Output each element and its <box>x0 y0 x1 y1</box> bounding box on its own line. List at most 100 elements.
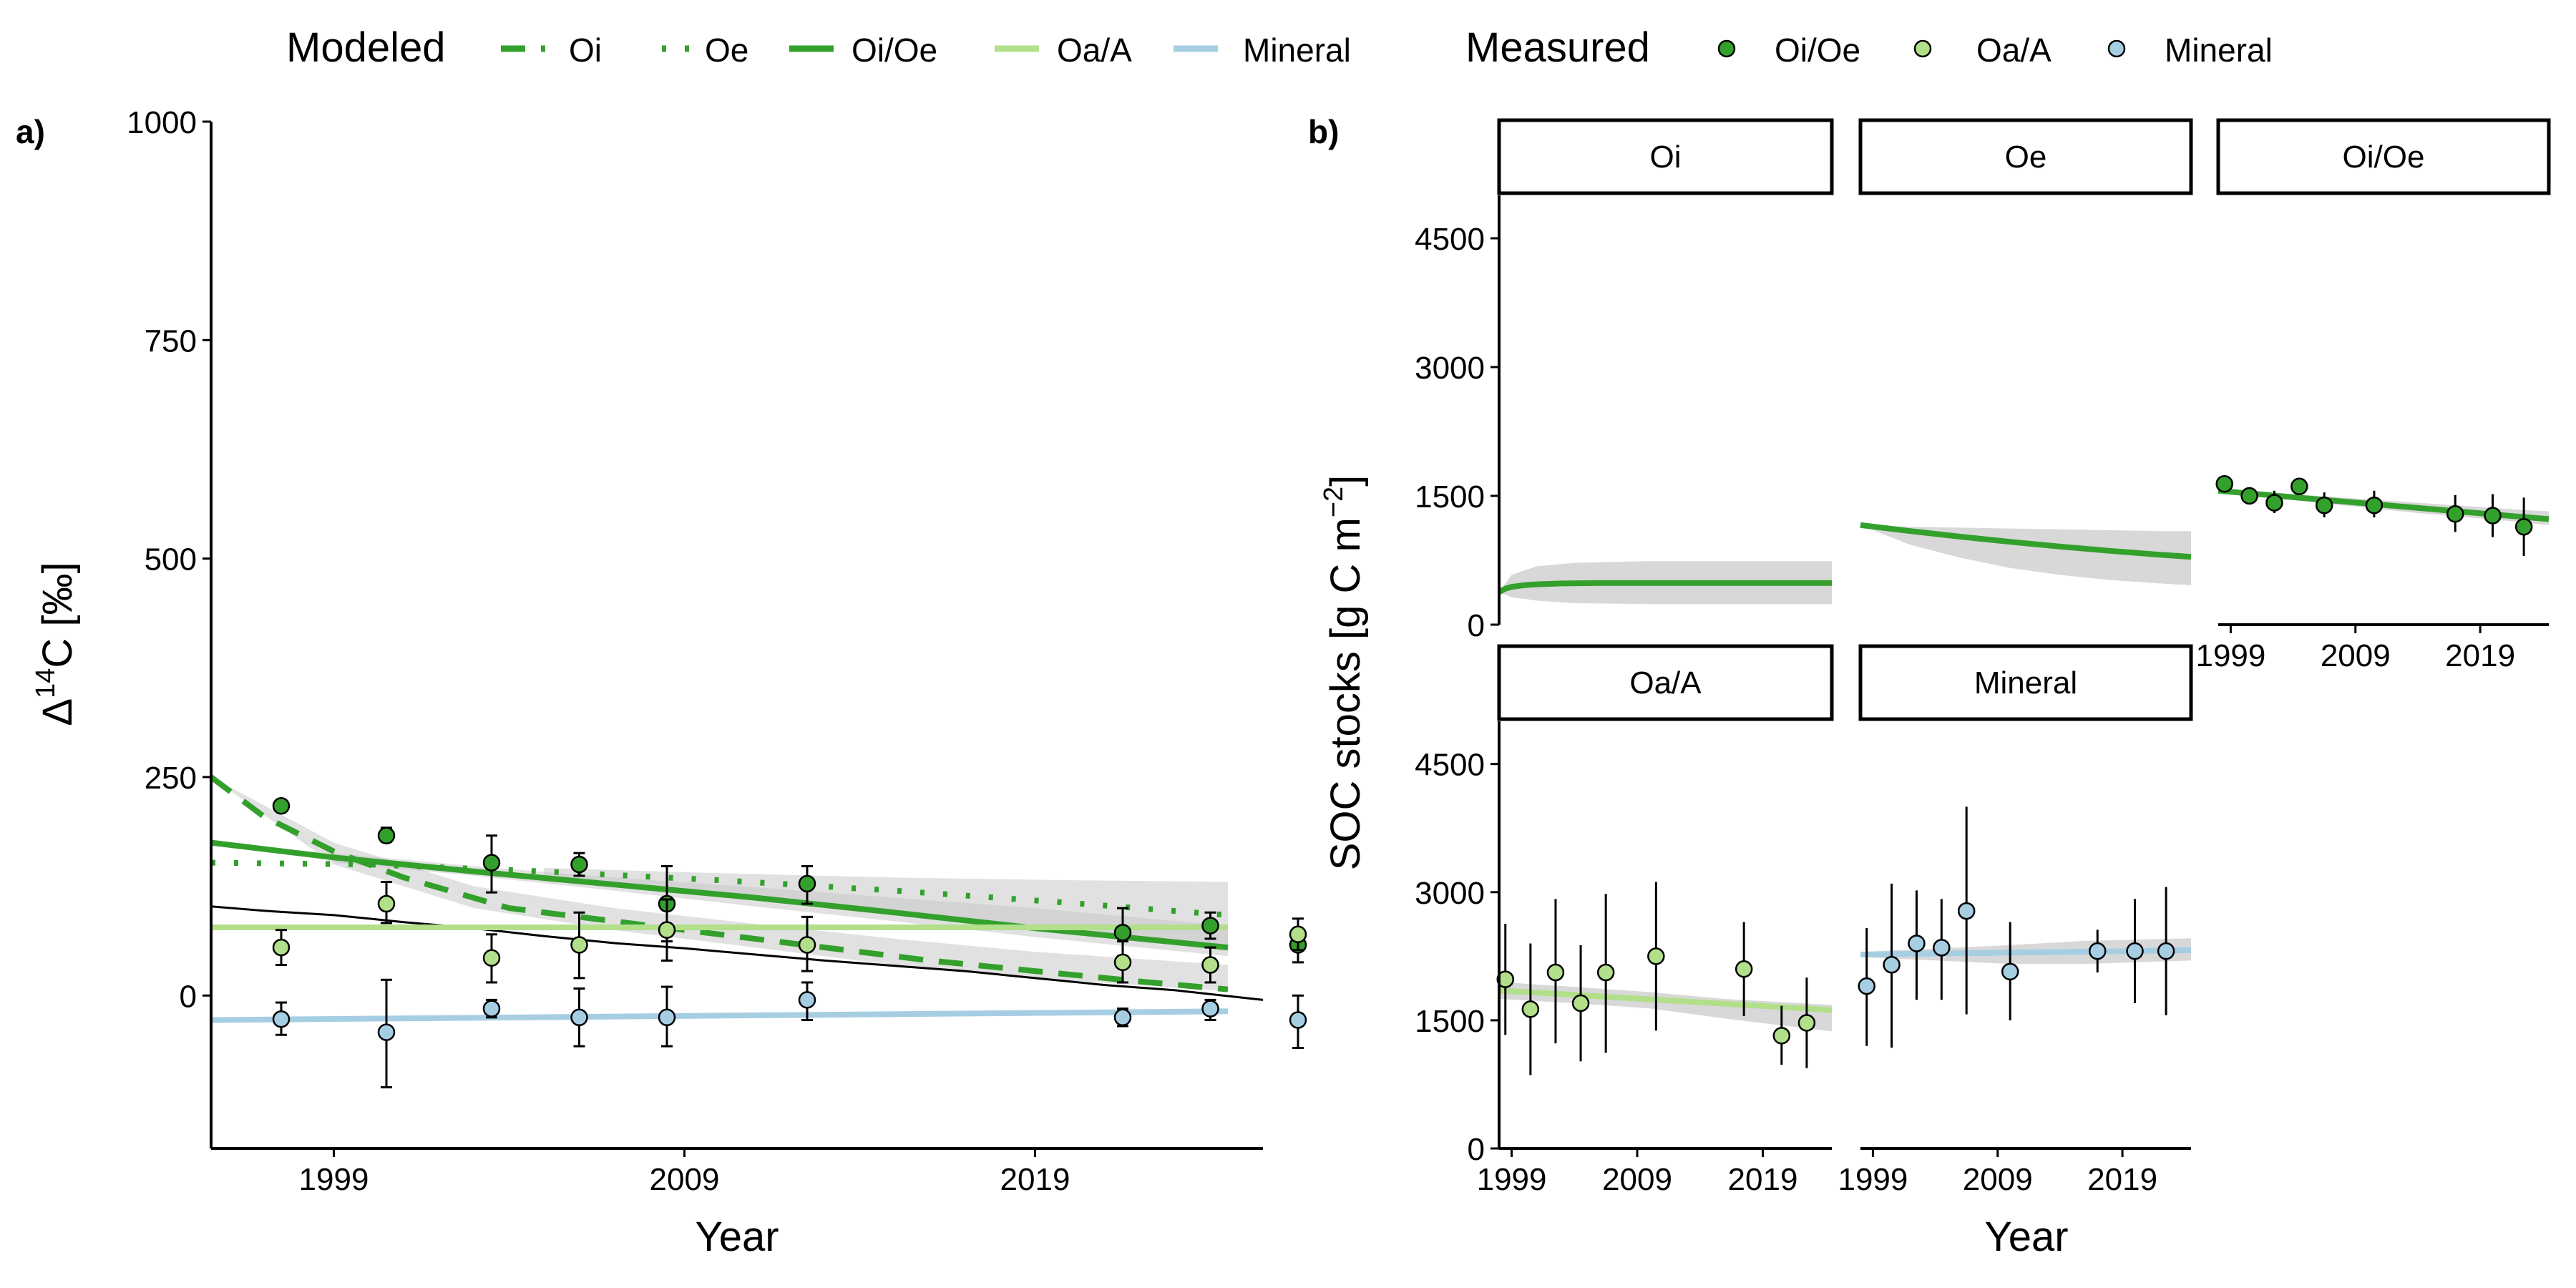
legend-modeled-items: Oi Oe Oi/Oe Oa/A Mineral <box>501 31 1351 69</box>
legend-label: Mineral <box>2165 31 2273 69</box>
panel-a-y-axis-label: Δ14C [‰] <box>31 562 81 726</box>
data-point <box>1933 939 1951 957</box>
atmosphere-line <box>210 905 1264 1001</box>
legend-key-point <box>1717 39 1736 58</box>
data-point <box>1596 963 1615 982</box>
legend-measured-mineral: Mineral <box>2107 31 2273 69</box>
data-point <box>1521 1000 1540 1018</box>
legend-modeled-title: Modeled <box>286 24 445 71</box>
data-point <box>1201 917 1219 935</box>
data-point <box>798 936 816 954</box>
facet-strip <box>1497 118 1834 195</box>
data-point <box>1957 902 1976 920</box>
modeled-line <box>1498 580 1832 595</box>
legend-label: Oi <box>569 31 602 69</box>
data-point <box>482 854 501 872</box>
legend-measured-oi-oe: Oi/Oe <box>1717 31 1860 69</box>
y-tick-label: 1000 <box>127 105 197 140</box>
legend-label: Mineral <box>1243 31 1351 69</box>
data-point <box>272 938 291 957</box>
y-tick-label: 0 <box>1468 1132 1485 1167</box>
data-point <box>2088 942 2107 960</box>
data-point <box>272 1010 291 1028</box>
panel-a-plot-area <box>209 774 1307 1089</box>
x-tick-label: 1999 <box>1477 1162 1547 1197</box>
y-label-superscript: 14 <box>31 668 61 698</box>
x-tick-label: 1999 <box>2195 638 2265 673</box>
y-tick-label: 4500 <box>1415 222 1485 257</box>
y-label-main: SOC stocks [g C m <box>1322 517 1369 870</box>
x-tick-label: 2019 <box>2445 638 2515 673</box>
legend-measured-title: Measured <box>1465 24 1650 71</box>
data-point <box>272 797 291 815</box>
data-point <box>2514 517 2533 536</box>
legend-modeled-oe: Oe <box>662 31 748 69</box>
data-point <box>377 1023 396 1041</box>
legend-measured-oa-a: Oa/A <box>1913 31 2051 69</box>
data-point <box>1797 1014 1816 1032</box>
y-tick-label: 500 <box>145 542 197 577</box>
facet-mineral: Mineral 1999 2009 2019 <box>1838 644 2193 1197</box>
data-point <box>658 921 676 939</box>
x-tick-label: 1999 <box>299 1162 369 1197</box>
y-tick-label: 3000 <box>1415 351 1485 386</box>
measured-series-mineral <box>272 978 1307 1089</box>
data-point <box>570 936 588 954</box>
measured-points <box>1858 806 2175 1048</box>
data-point <box>658 1008 676 1027</box>
data-point <box>1883 956 1901 974</box>
facet-strip <box>1858 118 2193 195</box>
legend-modeled-oi-oe: Oi/Oe <box>789 31 937 69</box>
data-point <box>1113 953 1132 972</box>
data-point <box>482 949 501 967</box>
facet-oi-oe: Oi/Oe 1999 2009 2019 <box>2195 118 2551 673</box>
data-point <box>377 894 396 913</box>
legend-key-point <box>2107 39 2126 58</box>
y-tick-label: 1500 <box>1415 479 1485 514</box>
data-point <box>2484 507 2502 525</box>
data-point <box>1113 1008 1132 1027</box>
facet-strip <box>1497 644 1834 721</box>
y-tick-label: 4500 <box>1415 748 1485 783</box>
data-point <box>1571 994 1590 1013</box>
data-point <box>1201 1000 1219 1018</box>
y-label-end: ] <box>1322 475 1369 487</box>
legend-label: Oa/A <box>1976 31 2051 69</box>
facet-strip-label: Oa/A <box>1629 665 1702 701</box>
y-tick-label: 0 <box>1468 608 1485 643</box>
data-point <box>2446 504 2464 523</box>
data-point <box>798 991 816 1009</box>
y-tick-label: 250 <box>145 761 197 796</box>
data-point <box>2365 496 2384 514</box>
legend-label: Oa/A <box>1057 31 1132 69</box>
legend-label: Oi/Oe <box>852 31 937 69</box>
data-point <box>482 1000 501 1018</box>
data-point <box>570 855 588 874</box>
data-point <box>1908 935 1926 952</box>
y-label-superscript: −2 <box>1319 487 1349 517</box>
data-point <box>1772 1027 1791 1045</box>
panel-a-axes: 0 250 500 750 1000 1999 2009 2019 <box>127 105 1263 1197</box>
y-tick-label: 3000 <box>1415 876 1485 911</box>
data-point <box>1735 960 1753 978</box>
data-point <box>2290 477 2308 496</box>
measured-series-oa-a <box>272 881 1307 984</box>
x-tick-label: 2019 <box>2087 1162 2157 1197</box>
x-tick-label: 1999 <box>1838 1162 1908 1197</box>
x-tick-label: 2009 <box>1602 1162 1672 1197</box>
data-point <box>1201 956 1219 974</box>
uncertainty-band <box>1860 525 2191 585</box>
panel-b-label: b) <box>1308 113 1339 150</box>
legend-modeled-oi: Oi <box>501 31 602 69</box>
x-tick-label: 2009 <box>1963 1162 2033 1197</box>
y-label-delta: Δ <box>34 698 81 726</box>
measured-points <box>2215 474 2533 556</box>
legend-label: Oi/Oe <box>1775 31 1860 69</box>
data-point <box>1647 947 1665 965</box>
panel-a-x-axis-label: Year <box>695 1214 779 1260</box>
x-tick-label: 2019 <box>1728 1162 1798 1197</box>
data-point <box>798 874 816 893</box>
